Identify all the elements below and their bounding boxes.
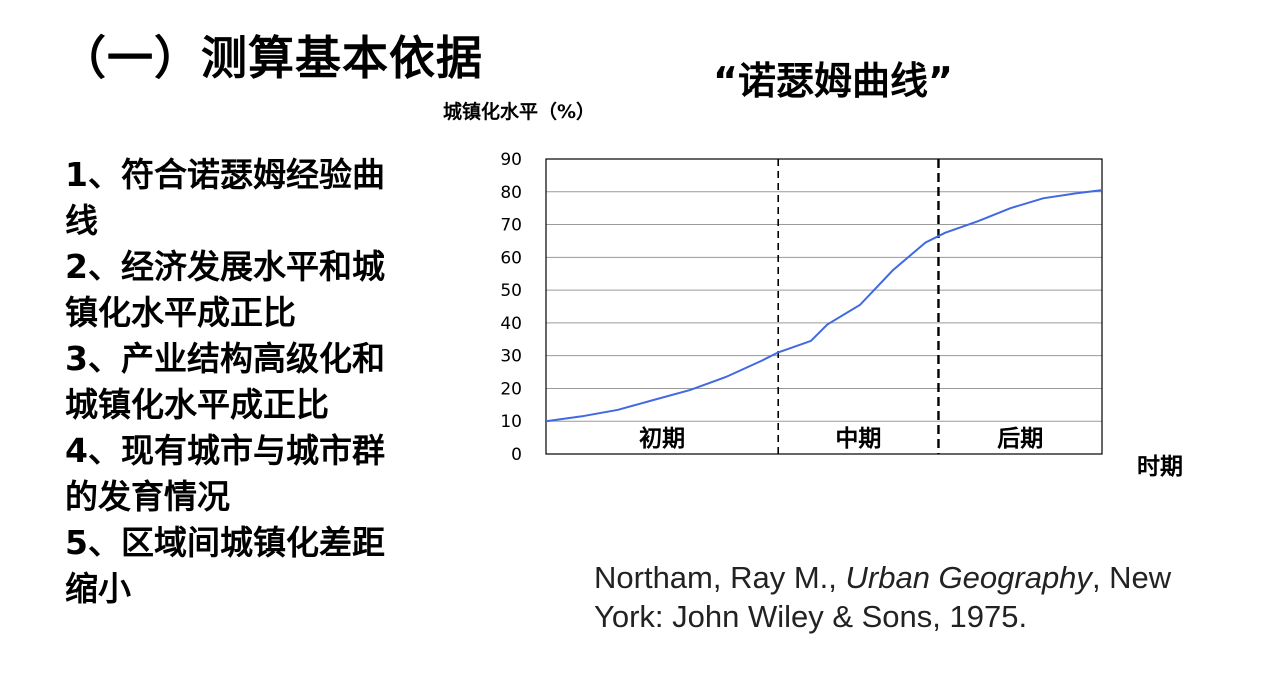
criteria-list: 1、符合诺瑟姆经验曲线 2、经济发展水平和城镇化水平成正比 3、产业结构高级化和… bbox=[65, 152, 415, 612]
x-axis-label: 时期 bbox=[1137, 454, 1183, 480]
citation-publisher: , New York: John Wiley & Sons, 1975. bbox=[594, 560, 1172, 634]
y-tick-label: 0 bbox=[511, 445, 522, 465]
phase-label: 后期 bbox=[997, 426, 1043, 452]
criteria-item-2: 2、经济发展水平和城镇化水平成正比 bbox=[65, 247, 385, 332]
criteria-item-4: 4、现有城市与城市群的发育情况 bbox=[65, 431, 385, 516]
y-tick-label: 30 bbox=[500, 347, 522, 367]
urbanization-curve-line bbox=[545, 189, 1103, 423]
y-tick-labels: 0 10 20 30 40 50 60 70 80 90 bbox=[500, 150, 522, 465]
y-tick-label: 20 bbox=[500, 379, 522, 399]
criteria-item-3: 3、产业结构高级化和城镇化水平成正比 bbox=[65, 339, 385, 424]
y-tick-label: 10 bbox=[500, 412, 522, 432]
y-tick-label: 60 bbox=[500, 248, 522, 268]
citation-book-title: Urban Geography bbox=[845, 560, 1092, 595]
criteria-item-5: 5、区域间城镇化差距缩小 bbox=[65, 523, 385, 608]
chart-heading: “诺瑟姆曲线” bbox=[713, 59, 953, 103]
y-tick-label: 40 bbox=[500, 314, 522, 334]
y-tick-label: 70 bbox=[500, 216, 522, 236]
phase-label: 中期 bbox=[835, 426, 881, 452]
citation: Northam, Ray M., Urban Geography, New Yo… bbox=[594, 558, 1234, 636]
plot-frame bbox=[545, 158, 1103, 455]
phase-dividers bbox=[777, 159, 940, 454]
y-axis-label: 城镇化水平（%） bbox=[443, 100, 595, 123]
gridlines bbox=[546, 191, 1102, 422]
y-tick-label: 80 bbox=[500, 183, 522, 203]
criteria-item-1: 1、符合诺瑟姆经验曲线 bbox=[65, 155, 385, 240]
y-tick-label: 50 bbox=[500, 281, 522, 301]
page-title: （一）测算基本依据 bbox=[60, 31, 483, 85]
phase-label: 初期 bbox=[639, 425, 685, 452]
y-tick-label: 90 bbox=[500, 150, 522, 170]
phase-labels: 初期 中期 后期 bbox=[639, 425, 1043, 452]
citation-author: Northam, Ray M., bbox=[594, 560, 846, 595]
